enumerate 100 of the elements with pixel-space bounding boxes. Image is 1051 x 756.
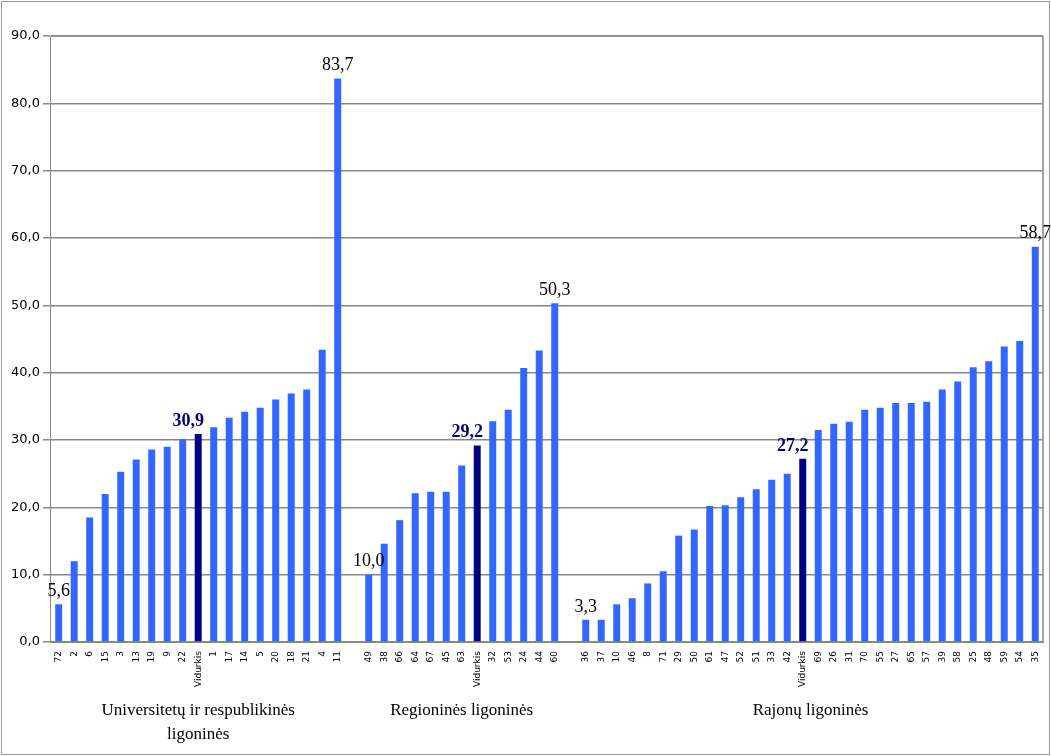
x-tick-label: 47	[719, 651, 730, 663]
x-tick-label: 1	[208, 651, 219, 657]
x-tick-label: 21	[301, 651, 312, 663]
bar	[628, 598, 636, 642]
x-tick-label: 66	[394, 650, 405, 663]
x-tick-label: 2	[68, 651, 79, 657]
bar	[876, 407, 884, 642]
data-label: 5,6	[47, 580, 70, 601]
bar	[907, 402, 915, 642]
bar	[551, 303, 559, 642]
bar	[241, 411, 249, 642]
y-tick-label: 70,0	[10, 162, 40, 178]
x-tick-label: 6	[84, 650, 95, 657]
bar	[814, 429, 822, 642]
bar	[768, 479, 776, 642]
bar	[659, 571, 667, 642]
x-tick-label: 29	[673, 650, 684, 663]
x-tick-label: 38	[378, 650, 389, 663]
x-tick-label: 67	[425, 651, 436, 663]
y-tick-label: 30,0	[10, 431, 40, 447]
bar	[737, 497, 745, 642]
bar	[489, 421, 497, 642]
bar	[225, 417, 233, 642]
x-tick-label: 59	[998, 650, 1009, 663]
y-tick-label: 0,0	[19, 633, 40, 649]
x-tick-label: 36	[580, 650, 591, 663]
x-tick-label: 19	[146, 650, 157, 663]
x-tick-label: 52	[735, 651, 746, 663]
x-tick-label: 4	[316, 650, 327, 657]
y-tick-label: 80,0	[10, 94, 40, 110]
x-tick-label: 37	[595, 651, 606, 663]
bar	[303, 389, 311, 642]
x-tick-label: 14	[239, 650, 250, 663]
y-tick-label: 60,0	[10, 229, 40, 245]
bar	[70, 561, 78, 642]
x-tick-label: 26	[828, 650, 839, 663]
bar	[969, 367, 977, 642]
x-tick-label: 39	[936, 650, 947, 663]
x-tick-label: 50	[688, 650, 699, 663]
bar	[721, 505, 729, 642]
y-tick-label: 10,0	[10, 566, 40, 582]
bar	[427, 491, 435, 642]
bar	[644, 583, 652, 642]
bar	[799, 458, 807, 642]
bar	[256, 407, 264, 642]
x-tick-label: 60	[549, 650, 560, 663]
x-tick-label: 53	[502, 651, 513, 663]
bar	[520, 367, 528, 642]
x-tick-label: 61	[704, 651, 715, 663]
x-tick-label: 3	[115, 651, 126, 657]
x-tick-label: 55	[874, 651, 885, 663]
data-label: 29,2	[451, 421, 483, 442]
y-tick-label: 40,0	[10, 364, 40, 380]
bar	[923, 401, 931, 642]
bar	[892, 402, 900, 642]
x-tick-label: 17	[223, 651, 234, 663]
x-tick-label: 45	[440, 651, 451, 663]
x-tick-label: 72	[53, 651, 64, 663]
x-tick-label: 18	[285, 650, 296, 663]
x-tick-label: 9	[161, 650, 172, 657]
x-tick-label: 31	[843, 651, 854, 663]
bar	[752, 489, 760, 642]
x-tick-label: 24	[518, 650, 529, 663]
bar	[597, 619, 605, 642]
x-tick-label: Vidurkis	[797, 650, 808, 688]
x-tick-label: 64	[409, 650, 420, 663]
bar	[179, 439, 187, 642]
x-tick-label: 46	[626, 650, 637, 663]
bar	[690, 529, 698, 642]
bar	[442, 491, 450, 642]
data-label: 27,2	[776, 434, 809, 455]
x-tick-label: 71	[657, 651, 668, 663]
x-tick-label: 57	[921, 651, 932, 663]
bar	[1016, 341, 1024, 642]
x-tick-label: 33	[766, 651, 777, 663]
x-tick-label: 5	[254, 651, 265, 657]
text: Regioninės ligoninės	[389, 699, 535, 721]
bar	[535, 350, 543, 642]
bar	[365, 574, 373, 642]
bar	[458, 465, 466, 642]
bar	[411, 493, 419, 642]
x-tick-label: 58	[952, 650, 963, 663]
bar	[845, 421, 853, 642]
x-tick-label: 11	[332, 651, 343, 663]
bar	[985, 361, 993, 642]
x-tick-label: 13	[130, 651, 141, 663]
bar	[55, 604, 63, 642]
bar	[287, 393, 295, 642]
y-tick-label: 90,0	[10, 27, 40, 43]
bar	[194, 433, 202, 642]
bar	[861, 409, 869, 642]
data-label: 50,3	[538, 279, 571, 300]
bar	[1031, 246, 1039, 642]
bar	[504, 409, 512, 642]
bar	[830, 423, 838, 642]
y-tick-label: 50,0	[10, 296, 40, 312]
data-label: 83,7	[321, 54, 354, 75]
bar	[613, 604, 621, 642]
bar	[210, 427, 218, 642]
text: Universitetų ir respublikinės ligoninės	[100, 699, 296, 745]
